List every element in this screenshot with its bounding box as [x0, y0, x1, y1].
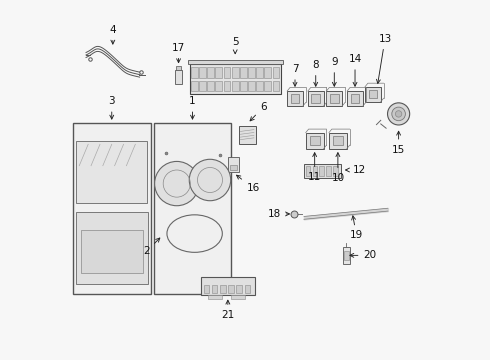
Bar: [329, 133, 347, 149]
Bar: [75, 212, 148, 284]
Bar: [208, 295, 222, 299]
Bar: [347, 91, 363, 106]
Bar: [272, 67, 279, 78]
Ellipse shape: [392, 107, 405, 121]
Bar: [231, 295, 245, 299]
Bar: [256, 67, 263, 78]
Bar: [306, 166, 310, 176]
Bar: [220, 285, 226, 293]
Text: 7: 7: [292, 64, 298, 86]
Bar: [248, 81, 255, 91]
Text: 20: 20: [350, 250, 377, 260]
Text: 17: 17: [172, 43, 185, 63]
Bar: [240, 81, 246, 91]
Bar: [81, 230, 143, 273]
Bar: [188, 60, 283, 64]
Bar: [207, 67, 214, 78]
Bar: [291, 94, 299, 103]
Bar: [343, 251, 348, 260]
Bar: [330, 94, 339, 103]
Bar: [343, 247, 350, 264]
Bar: [368, 90, 377, 98]
Circle shape: [155, 161, 199, 206]
Bar: [223, 81, 230, 91]
Bar: [306, 133, 323, 149]
Bar: [333, 136, 343, 145]
Bar: [304, 163, 341, 178]
Text: 14: 14: [348, 54, 362, 86]
Text: 8: 8: [313, 60, 319, 86]
Text: 15: 15: [392, 131, 405, 155]
Ellipse shape: [388, 103, 410, 125]
Bar: [326, 91, 342, 106]
Bar: [240, 67, 246, 78]
Bar: [174, 70, 182, 84]
Bar: [319, 166, 324, 176]
Bar: [228, 285, 234, 293]
Text: 18: 18: [268, 209, 290, 219]
Text: 10: 10: [331, 153, 344, 183]
Bar: [191, 67, 198, 78]
Bar: [312, 94, 320, 103]
Ellipse shape: [395, 111, 402, 117]
Bar: [199, 67, 206, 78]
Text: 19: 19: [350, 216, 363, 240]
Bar: [333, 166, 338, 176]
Bar: [245, 285, 250, 293]
Bar: [216, 67, 222, 78]
Bar: [191, 81, 198, 91]
Bar: [212, 285, 218, 293]
Circle shape: [189, 159, 231, 201]
Bar: [199, 81, 206, 91]
Bar: [223, 67, 230, 78]
Bar: [287, 91, 303, 106]
Bar: [207, 81, 214, 91]
Bar: [248, 67, 255, 78]
Bar: [326, 166, 331, 176]
Bar: [153, 123, 231, 294]
Text: 21: 21: [221, 300, 235, 320]
Text: 4: 4: [110, 25, 116, 44]
Bar: [313, 166, 317, 176]
Bar: [310, 136, 319, 145]
Text: 13: 13: [376, 34, 392, 84]
Bar: [230, 165, 237, 170]
Bar: [216, 81, 222, 91]
Bar: [265, 81, 271, 91]
Bar: [190, 64, 281, 94]
Bar: [265, 67, 271, 78]
Text: 9: 9: [331, 57, 338, 86]
Bar: [228, 157, 239, 172]
Text: 2: 2: [143, 238, 160, 256]
Text: 3: 3: [108, 96, 115, 119]
Bar: [76, 141, 147, 203]
Bar: [73, 123, 151, 294]
Bar: [365, 87, 381, 102]
Bar: [176, 66, 181, 70]
Bar: [256, 81, 263, 91]
Bar: [203, 285, 209, 293]
Text: 16: 16: [237, 175, 260, 193]
Bar: [201, 277, 255, 296]
Text: 12: 12: [345, 165, 366, 175]
Text: 1: 1: [189, 96, 196, 119]
Bar: [272, 81, 279, 91]
Bar: [308, 91, 323, 106]
Text: 5: 5: [232, 37, 239, 54]
Text: 6: 6: [250, 102, 267, 121]
Bar: [237, 285, 242, 293]
Bar: [232, 67, 239, 78]
Text: 11: 11: [308, 153, 321, 182]
Bar: [232, 81, 239, 91]
Bar: [351, 94, 359, 103]
Bar: [239, 126, 256, 144]
